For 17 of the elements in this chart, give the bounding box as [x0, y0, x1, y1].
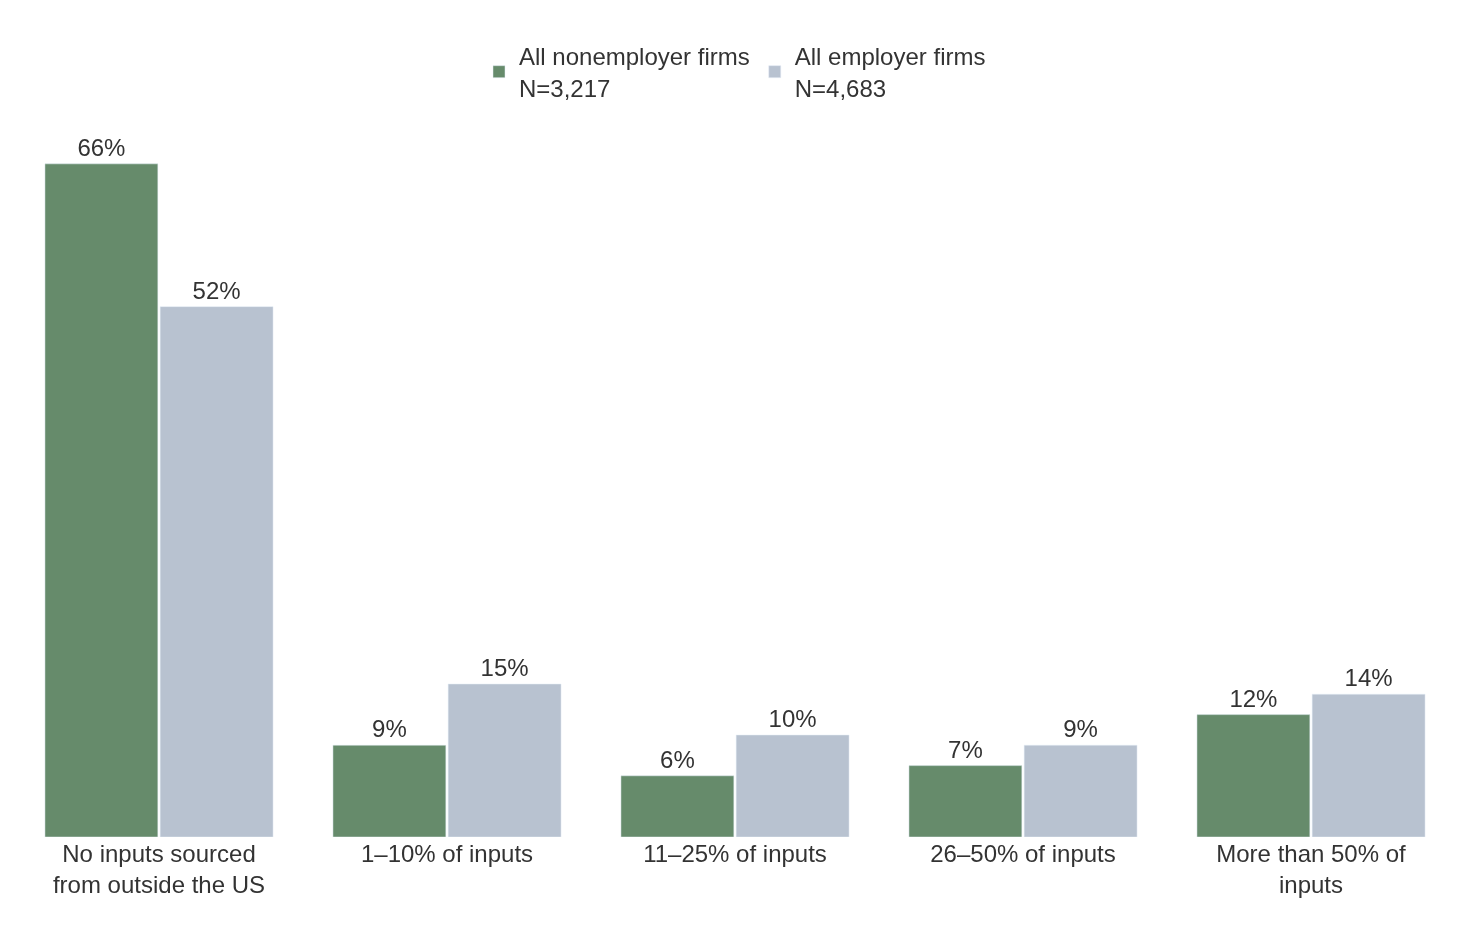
data-label: 6% [660, 745, 695, 773]
x-tick-label: More than 50% of inputs [1216, 840, 1407, 899]
x-tick-label: 26–50% of inputs [930, 840, 1116, 867]
legend-label: All employer firms N=4,683 [794, 43, 986, 102]
data-label: 14% [1344, 664, 1393, 692]
data-label: 9% [1063, 715, 1098, 743]
data-label: 10% [768, 705, 817, 733]
data-label: 9% [372, 715, 407, 743]
data-label: 12% [1229, 684, 1278, 712]
data-label: 15% [480, 654, 529, 682]
x-tick-label: 1–10% of inputs [360, 840, 534, 867]
x-tick-label: 11–25% of inputs [643, 840, 827, 867]
x-tick-label: No inputs sourced from outside the US [52, 840, 266, 899]
data-label: 66% [77, 133, 126, 161]
data-label: 7% [948, 735, 983, 763]
data-label: 52% [192, 276, 241, 304]
legend-label: All nonemployer firms N=3,217 [519, 43, 750, 102]
